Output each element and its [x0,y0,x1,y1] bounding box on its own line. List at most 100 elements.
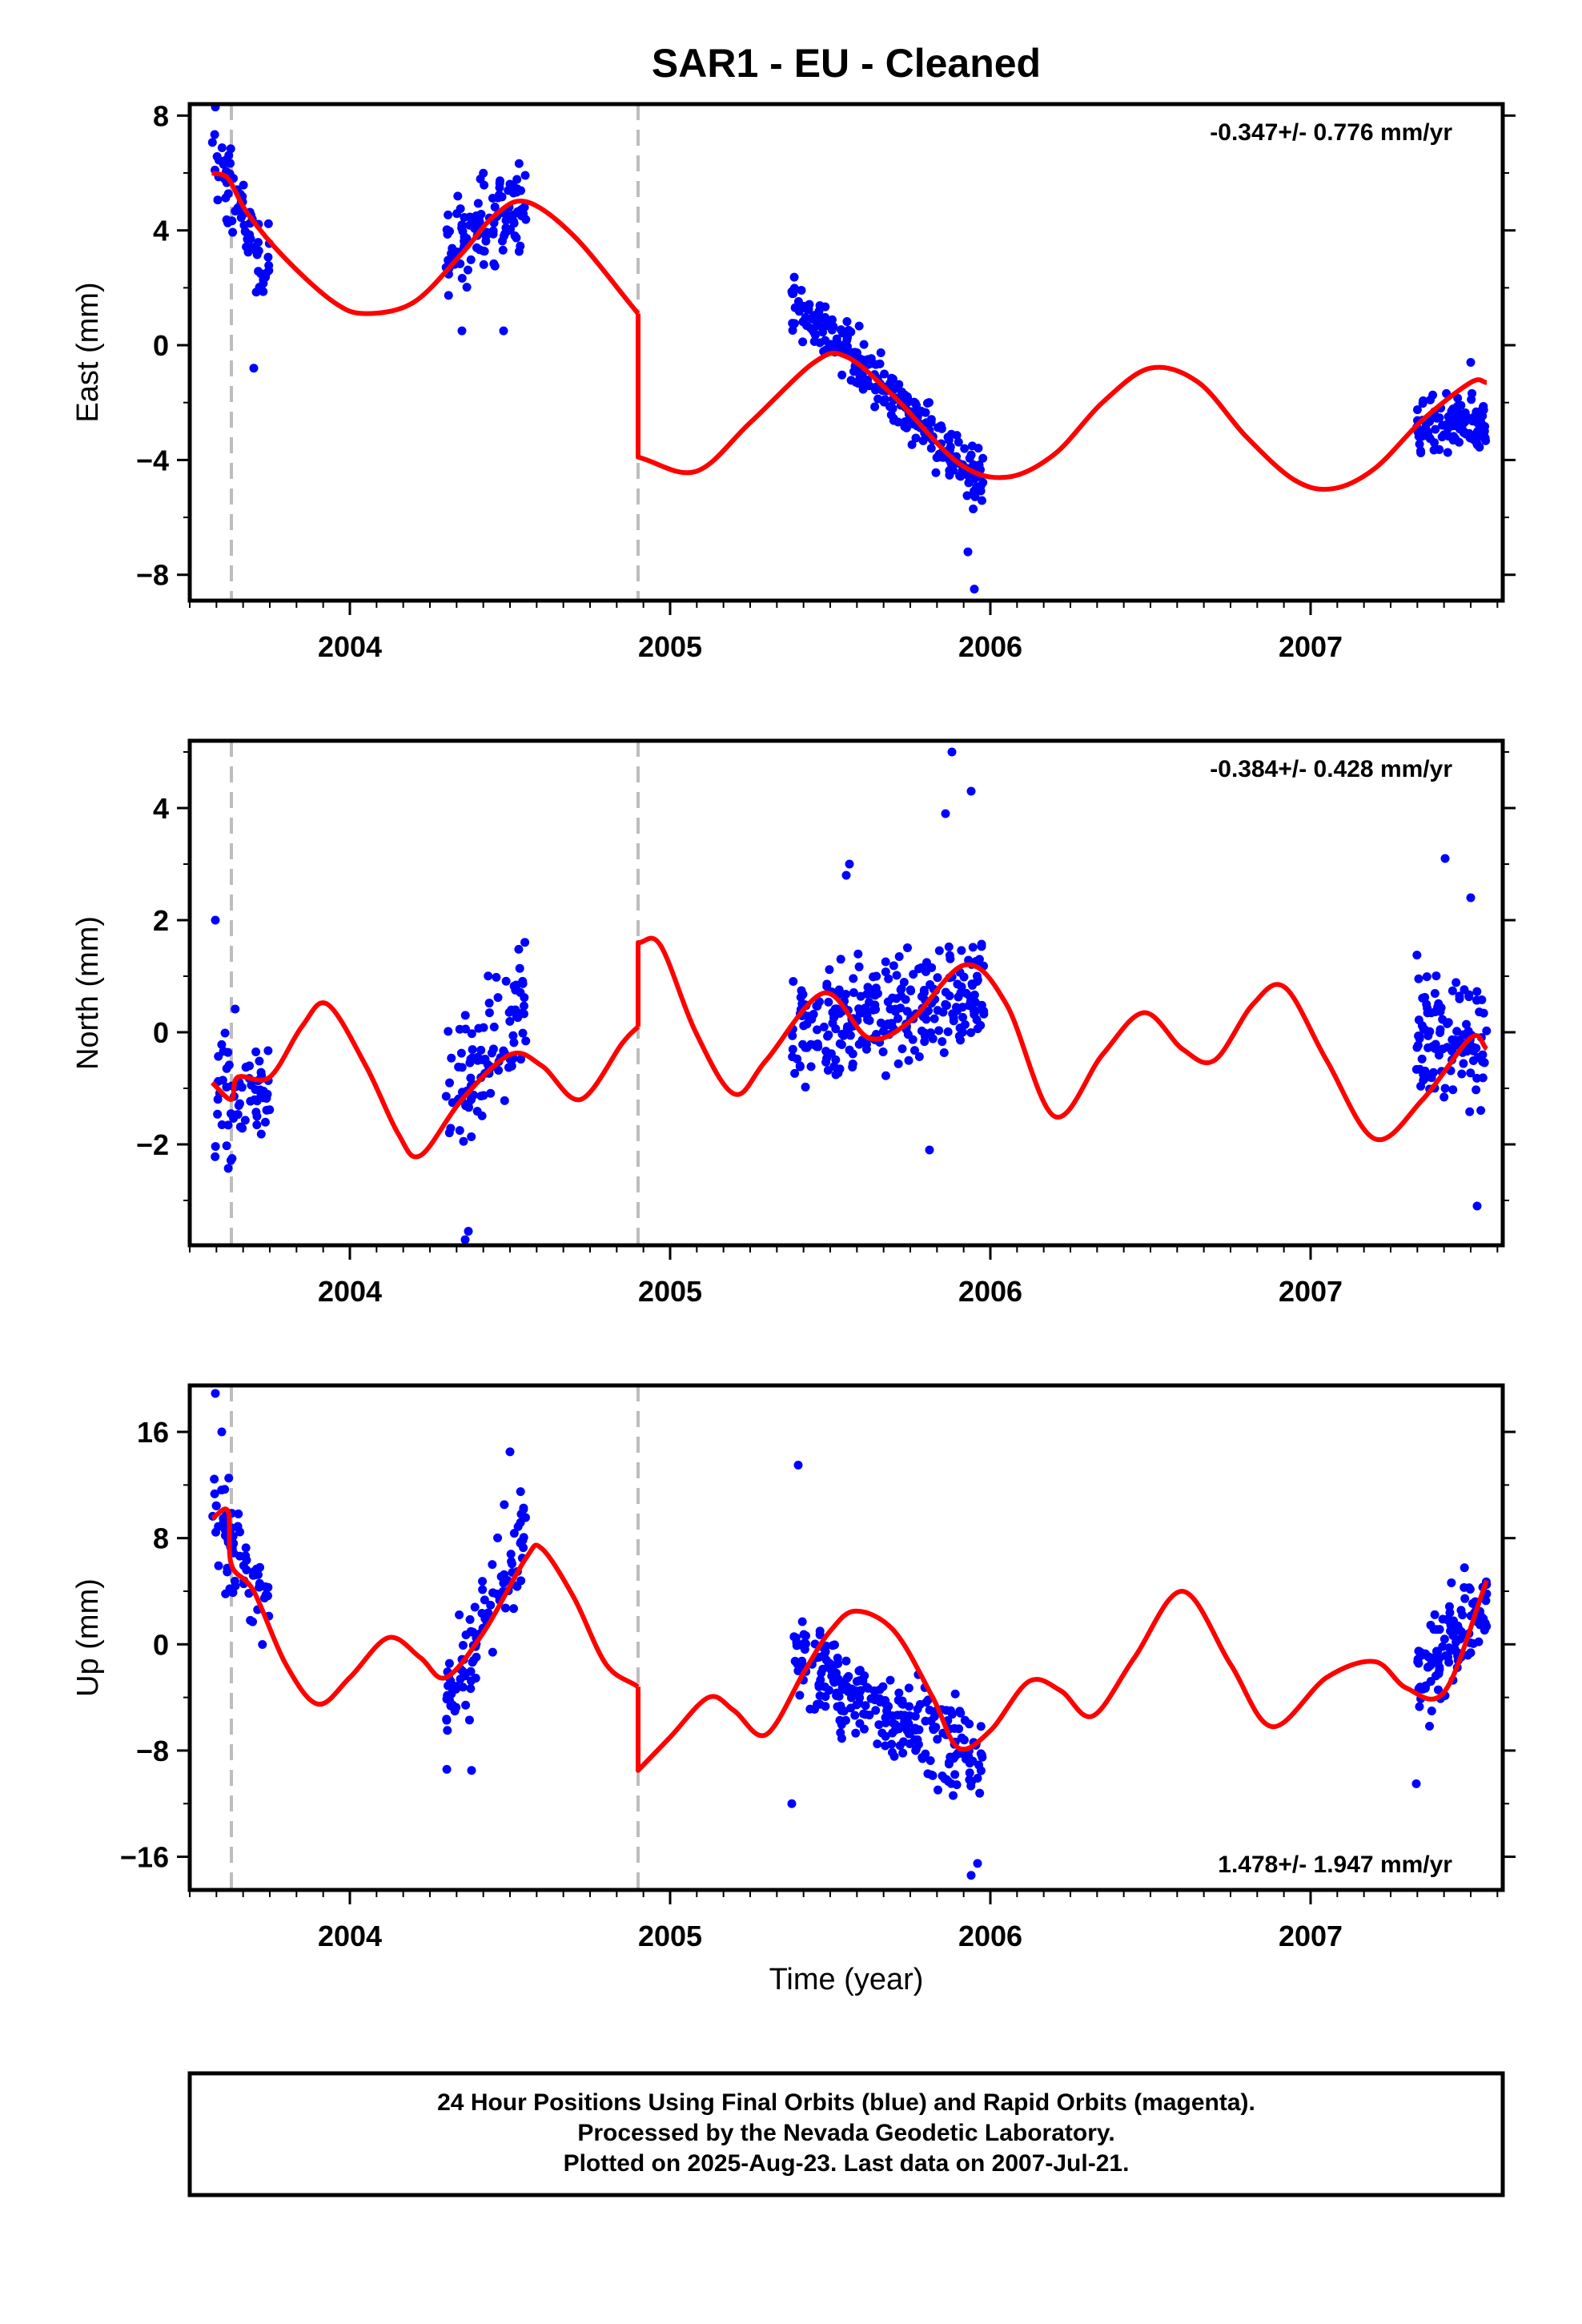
data-point [486,1088,496,1098]
data-point [813,1699,822,1709]
data-point [878,1047,888,1056]
data-point [881,1071,890,1080]
data-point [1480,1058,1489,1068]
data-point [813,1039,822,1049]
data-point [1422,972,1431,982]
data-point [490,202,500,211]
data-point [919,986,929,995]
data-point [788,1031,797,1040]
data-point [493,1533,503,1542]
y-tick-label: −16 [120,1841,169,1874]
data-point [950,1770,960,1779]
model-curve [211,1506,1489,1773]
data-point [1478,411,1488,420]
data-point [881,957,890,967]
data-point [211,1501,221,1510]
data-point [444,291,453,300]
data-point [492,1589,502,1598]
data-point [949,1791,958,1800]
data-point [1434,1668,1443,1678]
rate-annotation-east: -0.347+/- 0.776 mm/yr [1210,119,1452,146]
footer-box: 24 Hour Positions Using Final Orbits (bl… [187,2071,1505,2197]
x-tick-label: 2007 [1279,630,1343,663]
data-point [475,245,484,255]
data-point [1423,428,1433,437]
data-point [1455,1634,1464,1644]
data-point [211,915,220,925]
data-point [926,444,936,453]
data-point [217,1039,227,1049]
data-point [902,943,912,952]
rate-annotation-north: -0.384+/- 0.428 mm/yr [1210,756,1452,782]
data-point [859,340,869,349]
data-point [516,1055,526,1064]
data-point [512,175,522,184]
data-point [815,1630,825,1639]
data-point [478,1577,488,1586]
panel-north: −2 0 2 4 2004 2005 2006 2007 North (mm) -0.384+/-… [71,738,1516,1308]
data-point [443,1726,452,1735]
data-point [798,990,808,999]
data-point [788,325,797,335]
data-point [897,1044,907,1054]
data-point [944,1759,954,1769]
data-point [1440,854,1450,863]
data-point [1456,1606,1466,1615]
data-point [795,1691,805,1700]
data-point [1453,393,1463,403]
data-point [842,1673,852,1683]
data-point [893,1014,903,1023]
data-point [970,492,980,501]
data-point [240,1116,250,1125]
data-point [239,180,248,190]
data-point [254,238,263,247]
data-point [886,410,896,420]
data-point [972,482,982,492]
plot-frame [187,102,1505,603]
data-point [442,1715,452,1724]
data-point [264,261,274,271]
data-point [874,1720,884,1730]
data-point [837,1719,846,1729]
data-point [219,159,228,169]
data-point [467,1766,476,1775]
data-point [1449,1616,1459,1626]
data-point [965,1768,974,1778]
data-point [838,1684,848,1694]
data-point [467,1132,476,1141]
data-point [1473,419,1483,428]
data-point [1412,405,1422,415]
data-point [863,1683,873,1693]
data-point [512,1582,522,1591]
data-point [820,1682,829,1691]
data-point [835,1039,845,1048]
data-point [246,243,255,252]
data-point [214,1561,223,1570]
footer-frame [187,2071,1505,2197]
data-point [249,364,259,373]
y-tick-label: 8 [153,1522,169,1555]
data-point [911,433,921,443]
data-point [224,151,234,160]
data-point [1449,432,1459,441]
data-point [844,325,853,335]
data-point [801,312,810,322]
data-point [221,1589,231,1598]
data-point [221,193,231,203]
data-point [461,1101,471,1111]
data-point [797,1617,807,1626]
data-point [461,1630,471,1640]
data-point [259,275,268,284]
data-point [1479,1008,1488,1018]
data-point [444,1659,454,1668]
data-point [460,212,469,222]
data-point [920,1037,930,1047]
data-point [870,1004,880,1014]
data-point [930,1014,939,1023]
data-point [941,987,950,997]
data-point [841,1656,851,1666]
data-point [829,1678,839,1687]
data-point [1447,986,1457,995]
data-point [1472,1073,1482,1083]
data-point [944,1776,954,1786]
